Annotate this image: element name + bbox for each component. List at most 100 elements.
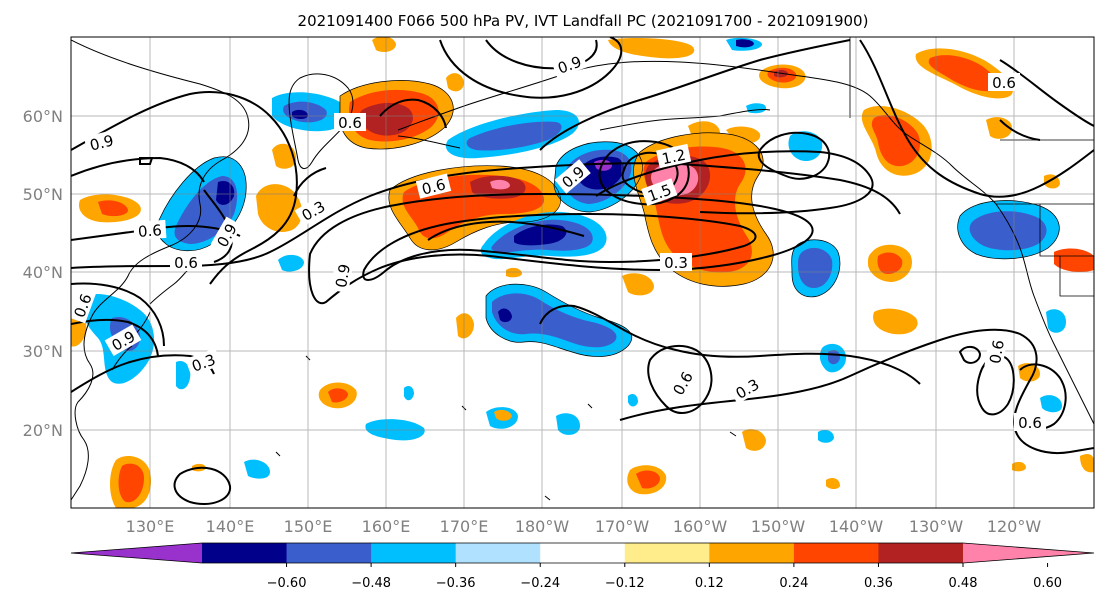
colorbar-tick-label: 0.36 xyxy=(864,576,893,591)
contour-line xyxy=(598,140,690,206)
contour-line xyxy=(173,466,232,505)
contour-line xyxy=(595,150,874,215)
colorbar-extend-low xyxy=(71,543,202,563)
lon-label: 140°E xyxy=(206,517,255,536)
shade-negative-core xyxy=(798,247,833,288)
contour-label: 0.9 xyxy=(332,263,354,290)
coastline-north-america xyxy=(995,203,1094,425)
shade-negative-core2 xyxy=(292,109,308,119)
contour-line xyxy=(539,304,921,385)
contour-line xyxy=(647,344,713,414)
colorbar-segment xyxy=(540,543,626,563)
contour-line xyxy=(139,157,154,165)
shade-negative-core2 xyxy=(498,308,512,323)
contour-line xyxy=(958,346,982,364)
lat-label: 40°N xyxy=(23,263,63,282)
gridlines xyxy=(71,37,1094,508)
colorbar-segment xyxy=(202,543,288,563)
shade-edge xyxy=(485,283,633,357)
colorbar-segment xyxy=(793,543,880,563)
contour-label: 0.6 xyxy=(137,221,162,241)
lon-label: 180°W xyxy=(515,517,570,536)
shade-positive xyxy=(256,184,303,233)
shade-negative xyxy=(1040,395,1062,413)
colorbar-extend-high xyxy=(963,543,1094,563)
colorbar-tick-label: 0.60 xyxy=(1033,576,1062,591)
shade-positive xyxy=(826,478,840,489)
contour-line xyxy=(362,212,757,281)
contour-line xyxy=(71,91,298,285)
shade-positive xyxy=(742,429,766,451)
contour-label: 0.9 xyxy=(88,131,116,154)
contour-line xyxy=(308,192,814,305)
shade-positive xyxy=(506,267,522,278)
shade-negative xyxy=(1046,309,1066,333)
shading-edges xyxy=(156,80,1060,357)
colorbar-segment xyxy=(286,543,372,563)
shade-positive xyxy=(446,73,464,92)
colorbar-segment xyxy=(878,543,964,563)
colorbar-outline xyxy=(70,542,1095,564)
shade-positive-core xyxy=(98,200,128,217)
lat-label: 50°N xyxy=(23,185,63,204)
shade-negative xyxy=(818,430,834,443)
lat-label: 60°N xyxy=(23,107,63,126)
contour-label: 0.6 xyxy=(992,74,1016,92)
contour-label: 0.6 xyxy=(338,114,362,132)
shade-positive xyxy=(726,126,761,144)
lon-label: 170°W xyxy=(595,517,650,536)
shade-positive xyxy=(986,117,1012,139)
colorbar-tick-label: −0.12 xyxy=(605,576,645,591)
contour-label: 0.3 xyxy=(664,254,688,272)
contour-label: 0.6 xyxy=(986,339,1008,366)
map-title: 2021091400 F066 500 hPa PV, IVT Landfall… xyxy=(298,12,869,30)
lon-label: 160°E xyxy=(362,517,411,536)
contour-line xyxy=(293,167,327,197)
lon-label: 150°W xyxy=(751,517,806,536)
shade-negative xyxy=(404,386,414,401)
lon-label: 130°E xyxy=(126,517,175,536)
map-frame xyxy=(70,36,1095,509)
contour-line xyxy=(439,37,623,99)
contour-line xyxy=(71,156,205,183)
shade-edge xyxy=(388,165,561,251)
shade-positive-core xyxy=(871,115,921,167)
map-panel: 0.9 0.6 0.9 0.6 0.6 xyxy=(70,36,1095,509)
shade-positive-core xyxy=(877,252,903,274)
lon-label: 140°W xyxy=(829,517,884,536)
contour-labels: 0.9 0.6 0.9 0.6 0.6 xyxy=(71,50,1046,432)
contour-line xyxy=(757,131,831,180)
shade-negative xyxy=(746,103,766,114)
shade-positive-core xyxy=(928,55,1000,92)
coastline-aleutians xyxy=(397,109,771,149)
lon-label: 160°W xyxy=(673,517,728,536)
shade-edge xyxy=(553,141,643,213)
borders xyxy=(849,37,1094,297)
lat-axis-labels: 60°N 50°N 40°N 30°N 20°N xyxy=(23,107,63,440)
colorbar-tick-label: 0.24 xyxy=(779,576,808,591)
shade-negative xyxy=(244,459,270,479)
lat-label: 20°N xyxy=(23,421,63,440)
contour-line xyxy=(71,282,165,347)
shade-positive xyxy=(456,313,474,339)
contour-line xyxy=(621,151,679,195)
colorbar-tick-label: 0.48 xyxy=(949,576,978,591)
shade-positive xyxy=(873,308,918,335)
shade-positive xyxy=(1054,248,1094,272)
shade-edge xyxy=(791,239,841,298)
shade-negative-core xyxy=(969,211,1047,251)
shade-negative xyxy=(788,131,823,162)
contour-label: 0.6 xyxy=(420,175,448,198)
shade-positive xyxy=(622,273,654,296)
colorbar-ticks: −0.60 −0.48 −0.36 −0.24 −0.12 0.12 0.24 0.36 0.4… xyxy=(267,563,1062,591)
contour-line xyxy=(71,318,159,357)
colorbar-segment xyxy=(709,543,795,563)
contour-label: 0.6 xyxy=(174,254,198,272)
shade-negative xyxy=(176,360,191,390)
colorbar-segments xyxy=(70,542,1095,564)
lon-label: 130°W xyxy=(909,517,964,536)
contour-line xyxy=(999,59,1094,127)
shade-negative-core xyxy=(736,39,754,48)
